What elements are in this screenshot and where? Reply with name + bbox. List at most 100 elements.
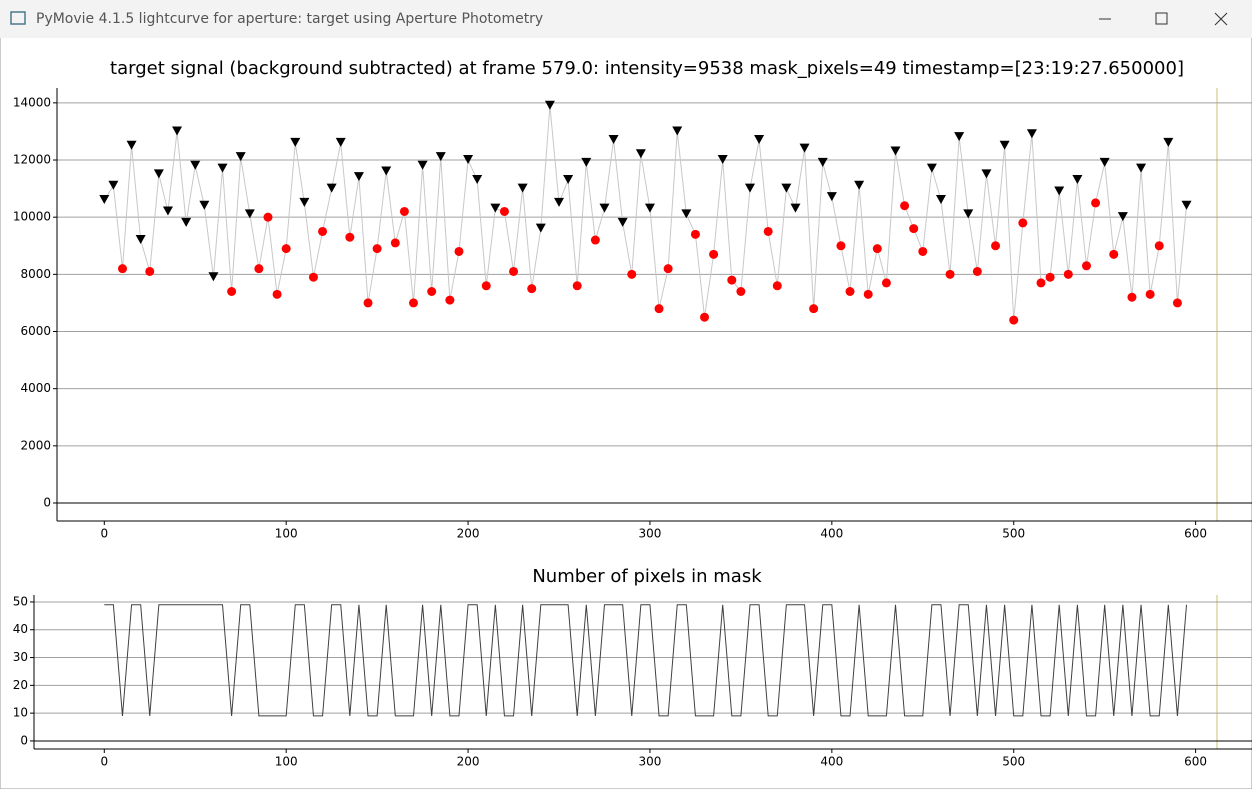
circle-marker <box>572 281 582 291</box>
triangle-marker <box>535 223 546 233</box>
y-tick-label: 0 <box>20 733 28 747</box>
circle-marker <box>372 244 382 254</box>
triangle-marker <box>754 135 765 145</box>
circle-marker <box>399 206 409 216</box>
triangle-marker <box>608 135 619 145</box>
triangle-marker <box>581 157 592 167</box>
circle-marker <box>727 275 737 285</box>
y-tick-label: 0 <box>43 495 51 509</box>
circle-marker <box>763 226 773 236</box>
circle-marker <box>663 264 673 274</box>
triangle-marker <box>635 149 646 159</box>
circle-marker <box>527 284 537 294</box>
circle-marker <box>709 249 719 259</box>
triangle-marker <box>890 146 901 156</box>
circle-marker <box>1091 198 1101 208</box>
triangle-marker <box>199 200 210 210</box>
triangle-marker <box>417 160 428 170</box>
triangle-marker <box>99 195 110 205</box>
circle-marker <box>654 304 664 314</box>
triangle-marker <box>108 180 119 190</box>
circle-marker <box>836 241 846 251</box>
circle-marker <box>881 278 891 288</box>
circle-marker <box>909 224 919 234</box>
y-tick-label: 50 <box>13 594 28 608</box>
triangle-marker <box>1072 175 1083 185</box>
circle-marker <box>318 226 328 236</box>
circle-marker <box>863 289 873 299</box>
triangle-marker <box>381 166 392 176</box>
circle-marker <box>481 281 491 291</box>
circle-marker <box>308 272 318 282</box>
circle-marker <box>991 241 1001 251</box>
triangle-marker <box>826 192 837 202</box>
circle-marker <box>145 266 155 276</box>
circle-marker <box>227 286 237 296</box>
x-tick-label: 500 <box>1002 755 1025 769</box>
triangle-marker <box>1099 157 1110 167</box>
x-tick-label: 100 <box>275 755 298 769</box>
x-tick-label: 200 <box>457 755 480 769</box>
circle-marker <box>1018 218 1028 228</box>
triangle-marker <box>744 183 755 193</box>
x-tick-label: 300 <box>638 755 661 769</box>
circle-marker <box>1036 278 1046 288</box>
series-line <box>104 604 1188 717</box>
triangle-marker <box>817 157 828 167</box>
circle-marker <box>1127 292 1137 302</box>
circle-marker <box>509 266 519 276</box>
circle-marker <box>427 286 437 296</box>
circle-marker <box>1081 261 1091 271</box>
window-title: PyMovie 4.1.5 lightcurve for aperture: t… <box>36 11 543 27</box>
circle-marker <box>972 266 982 276</box>
circle-marker <box>918 246 928 256</box>
x-tick-label: 400 <box>820 755 843 769</box>
circle-marker <box>272 289 282 299</box>
circle-marker <box>945 269 955 279</box>
x-tick-label: 300 <box>638 527 661 541</box>
triangle-marker <box>999 140 1010 150</box>
triangle-marker <box>1163 137 1174 147</box>
circle-marker <box>454 246 464 256</box>
triangle-marker <box>217 163 228 173</box>
circle-marker <box>809 304 819 314</box>
maximize-button[interactable] <box>1155 12 1168 25</box>
circle-marker <box>1154 241 1164 251</box>
y-tick-label: 2000 <box>20 438 51 452</box>
triangle-marker <box>435 152 446 162</box>
triangle-marker <box>244 209 255 219</box>
triangle-marker <box>681 209 692 219</box>
circle-marker <box>845 286 855 296</box>
triangle-marker <box>463 155 474 165</box>
triangle-marker <box>517 183 528 193</box>
circle-marker <box>590 235 600 245</box>
x-tick-label: 500 <box>1002 527 1025 541</box>
triangle-marker <box>963 209 974 219</box>
x-tick-label: 600 <box>1184 755 1207 769</box>
y-tick-label: 6000 <box>20 324 51 338</box>
x-tick-label: 600 <box>1184 527 1207 541</box>
circle-marker <box>900 201 910 211</box>
close-button[interactable] <box>1214 12 1228 26</box>
triangle-marker <box>153 169 164 179</box>
triangle-marker <box>563 175 574 185</box>
triangle-marker <box>926 163 937 173</box>
x-tick-label: 400 <box>820 527 843 541</box>
triangle-marker <box>135 235 146 245</box>
triangle-marker <box>335 137 346 147</box>
triangle-marker <box>290 137 301 147</box>
triangle-marker <box>954 132 965 142</box>
triangle-marker <box>235 152 246 162</box>
circle-marker <box>1145 289 1155 299</box>
triangle-marker <box>935 195 946 205</box>
triangle-marker <box>181 217 192 227</box>
triangle-marker <box>554 197 565 207</box>
circle-marker <box>736 286 746 296</box>
circle-marker <box>117 264 127 274</box>
circle-marker <box>281 244 291 254</box>
triangle-marker <box>172 126 183 136</box>
circle-marker <box>408 298 418 308</box>
triangle-marker <box>617 217 628 227</box>
triangle-marker <box>1026 129 1037 139</box>
circle-marker <box>700 312 710 322</box>
